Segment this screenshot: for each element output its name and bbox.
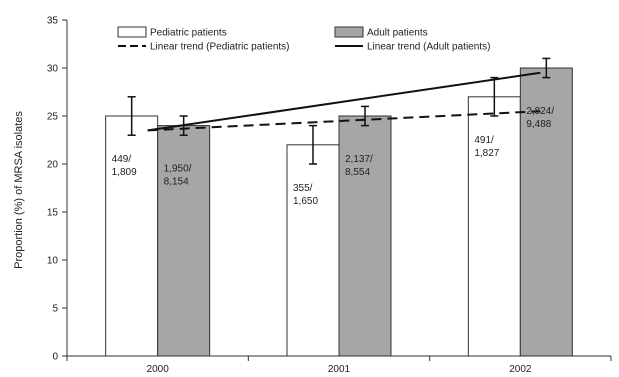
y-tick-label: 15 [47,208,59,219]
x-tick-label: 2001 [328,364,351,375]
bar-label: 2,137/ [345,154,373,165]
legend-swatch [334,26,364,38]
trend-line-adult [147,71,541,132]
bar-label: 8,554 [345,167,370,178]
bar-pediatric [105,115,159,357]
legend-label: Linear trend (Adult patients) [367,42,490,53]
bar-label: 8,154 [164,177,189,188]
bar-pediatric [286,144,340,357]
legend-label: Linear trend (Pediatric patients) [150,42,290,53]
legend: Pediatric patients Adult patients Linear t… [117,26,490,53]
y-tick-label: 30 [47,64,59,75]
bar-label: 1,650 [293,196,318,207]
bar-adult [157,125,211,357]
trend-line-pediatric [147,110,541,132]
bar-label: 9,488 [526,119,551,130]
bar-label: 1,950/ [164,164,192,175]
y-tick-label: 25 [47,112,59,123]
bars [105,67,573,357]
bar-adult [519,67,573,357]
y-tick-label: 10 [47,256,59,267]
bar-label: 449/ [112,154,132,165]
bar-label: 491/ [474,135,494,146]
bar-label: 2,824/ [526,106,554,117]
bar-pediatric [467,96,521,357]
x-tick-label: 2002 [509,364,532,375]
y-tick-label: 0 [52,352,58,363]
legend-swatch [117,26,147,38]
legend-label: Pediatric patients [150,28,227,39]
x-tick-label: 2000 [147,364,170,375]
y-tick-label: 5 [52,304,58,315]
trend-lines [147,71,541,132]
bar-adult [338,115,392,357]
bar-label: 1,827 [474,148,499,159]
y-axis-title: Proportion (%) of MRSA isolates [13,111,25,269]
y-tick-label: 35 [47,16,59,27]
y-tick-label: 20 [47,160,59,171]
bar-labels: 449/1,809 1,950/8,154 355/1,650 2,137/8,554… [112,106,555,207]
error-bars [127,57,551,165]
legend-label: Adult patients [367,28,428,39]
bar-label: 355/ [293,183,313,194]
bar-label: 1,809 [112,167,137,178]
